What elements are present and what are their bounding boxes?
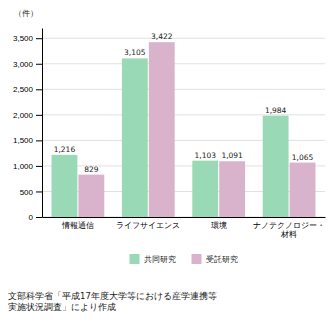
y-tick-mark (36, 191, 42, 192)
legend-label: 共同研究 (144, 255, 176, 264)
x-axis: 情報通信 ライフサイエンス 環境 ナノテクノロジー・材料 (43, 218, 326, 239)
x-tick-label-line: ナノテクノロジー・ (253, 221, 325, 230)
y-tick-mark (36, 38, 42, 39)
y-tick-label: 2,500 (13, 85, 34, 94)
x-tick-label-line: 材料 (280, 230, 297, 239)
y-tick-mark (36, 89, 42, 90)
footnote-line: 文部科学省「平成17年度大学等における産学連携等 (8, 291, 217, 301)
x-tick-label-line: 環境 (211, 221, 227, 230)
data-label: 3,105 (124, 48, 146, 57)
y-axis-title: （件） (14, 9, 38, 18)
x-tick: 環境 (211, 221, 227, 230)
grid-line (42, 63, 325, 64)
y-tick-mark (36, 166, 42, 167)
grid-line (42, 38, 325, 39)
y-tick: 500 (20, 188, 42, 197)
x-tick: ライフサイエンス (116, 221, 180, 230)
y-tick-label: 2,000 (13, 111, 34, 120)
data-label: 1,065 (292, 153, 314, 162)
x-tick-label: ライフサイエンス (116, 221, 180, 230)
x-axis-line (43, 217, 326, 218)
y-tick: 2,000 (13, 111, 42, 120)
bars (52, 42, 316, 217)
legend-swatch (192, 254, 202, 264)
y-tick-mark (36, 217, 42, 218)
y-tick-label: 1,000 (13, 162, 34, 171)
footnote-line: 実施状況調査」により作成 (8, 302, 116, 312)
bar (290, 163, 316, 217)
y-tick: 0 (29, 213, 42, 222)
data-label: 1,103 (194, 151, 216, 160)
data-label: 1,984 (265, 106, 287, 115)
data-labels: 1,216 3,105 1,103 1,984 829 3,422 1,091 1,065 (54, 32, 314, 173)
bar (78, 175, 104, 217)
y-tick: 3,500 (13, 34, 42, 43)
bar (192, 161, 218, 217)
legend-swatch (130, 254, 140, 264)
y-tick-mark (36, 140, 42, 141)
y-tick-label: 3,500 (13, 34, 34, 43)
plot-area: 1,216 3,105 1,103 1,984 829 3,422 1,091 1,065 0 5… (13, 29, 326, 239)
x-tick-label: 情報通信 (61, 221, 94, 230)
grid (42, 38, 325, 217)
grid-line (42, 89, 325, 90)
bar (52, 155, 78, 217)
bar (219, 161, 245, 217)
data-label: 1,091 (221, 151, 243, 160)
y-tick: 2,500 (13, 85, 42, 94)
x-tick-label-line: 情報通信 (61, 221, 94, 230)
legend: 共同研究 受託研究 (130, 254, 238, 264)
x-tick: 情報通信 (61, 221, 94, 230)
y-tick-label: 500 (20, 188, 34, 197)
legend-item: 受託研究 (192, 254, 238, 264)
bar (122, 58, 148, 217)
y-tick: 1,000 (13, 162, 42, 171)
bar (149, 42, 175, 217)
y-tick-label: 1,500 (13, 136, 34, 145)
y-tick: 1,500 (13, 136, 42, 145)
data-label: 3,422 (151, 32, 173, 41)
footnote: 文部科学省「平成17年度大学等における産学連携等実施状況調査」により作成 (8, 291, 217, 312)
bar-series (78, 42, 315, 217)
y-axis-line (42, 29, 43, 218)
y-axis: 0 500 1,000 1,500 2,000 2,500 3,000 3,500 (13, 29, 43, 223)
y-tick-label: 0 (29, 213, 34, 222)
legend-label: 受託研究 (206, 255, 238, 264)
y-tick-label: 3,000 (13, 60, 34, 69)
data-label: 1,216 (54, 145, 76, 154)
x-tick: ナノテクノロジー・材料 (253, 221, 325, 239)
y-tick-mark (36, 115, 42, 116)
chart-container: 1,216 3,105 1,103 1,984 829 3,422 1,091 1,065 0 5… (0, 0, 335, 325)
data-label: 829 (84, 165, 99, 174)
y-tick: 3,000 (13, 60, 42, 69)
x-tick-label-line: ライフサイエンス (116, 221, 180, 230)
y-tick-mark (36, 64, 42, 65)
x-tick-label: ナノテクノロジー・材料 (253, 221, 325, 239)
x-tick-label: 環境 (211, 221, 227, 230)
chart-svg: 1,216 3,105 1,103 1,984 829 3,422 1,091 1,065 0 5… (0, 0, 335, 325)
bar (263, 116, 289, 217)
legend-item: 共同研究 (130, 254, 176, 264)
